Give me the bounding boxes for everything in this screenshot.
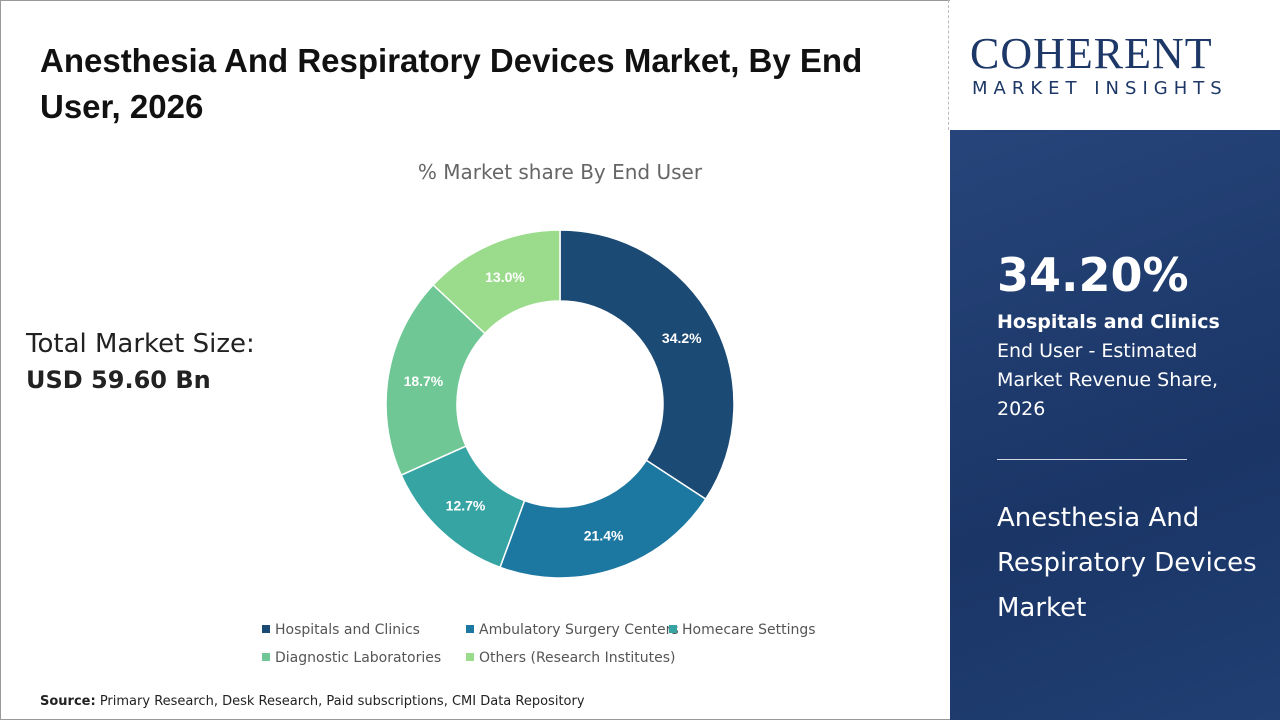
- legend-item: Homecare Settings: [669, 622, 816, 638]
- data-label: 21.4%: [584, 527, 624, 543]
- legend-label: Diagnostic Laboratories: [275, 650, 442, 666]
- source-text: Primary Research, Desk Research, Paid su…: [95, 694, 585, 709]
- data-label: 12.7%: [446, 497, 486, 513]
- data-label: 34.2%: [662, 330, 702, 346]
- legend-label: Others (Research Institutes): [479, 650, 676, 666]
- chart-title: % Market share By End User: [417, 160, 703, 184]
- market-name: Anesthesia And Respiratory Devices Marke…: [997, 503, 1257, 623]
- logo: COHERENT MARKET INSIGHTS: [950, 0, 1280, 130]
- legend-swatch: [466, 625, 474, 633]
- legend-item: Diagnostic Laboratories: [262, 650, 441, 666]
- slice-0: [559, 229, 735, 501]
- page-title: Anesthesia And Respiratory Devices Marke…: [40, 42, 863, 125]
- highlight-segment: Hospitals and Clinics: [997, 311, 1220, 333]
- data-label: 18.7%: [404, 373, 444, 389]
- highlight-description: Hospitals and Clinics End User - Estimat…: [997, 308, 1257, 424]
- slice-1: [499, 459, 707, 579]
- legend-swatch: [466, 653, 474, 661]
- legend-item: Hospitals and Clinics: [262, 622, 420, 638]
- data-label: 13.0%: [485, 269, 525, 285]
- market-size-value: USD 59.60 Bn: [26, 366, 211, 394]
- legend-swatch: [669, 625, 677, 633]
- source-note: Source: Primary Research, Desk Research,…: [40, 694, 585, 709]
- highlight-panel: 34.20% Hospitals and Clinics End User - …: [950, 130, 1280, 720]
- donut-chart: 34.2% 21.4% 12.7% 18.7% 13.0%: [385, 229, 735, 579]
- highlight-desc-text: End User - Estimated Market Revenue Shar…: [997, 340, 1219, 420]
- legend-label: Homecare Settings: [682, 622, 816, 638]
- panel-divider: [997, 459, 1187, 460]
- legend-swatch: [262, 625, 270, 633]
- market-size-label: Total Market Size:: [26, 329, 255, 359]
- source-label: Source:: [40, 694, 96, 709]
- highlight-percent: 34.20%: [997, 248, 1189, 302]
- market-size: Total Market Size: USD 59.60 Bn: [26, 326, 255, 398]
- legend-label: Hospitals and Clinics: [275, 622, 420, 638]
- legend-label: Ambulatory Surgery Centers: [479, 622, 679, 638]
- divider: [948, 0, 949, 130]
- legend-item: Others (Research Institutes): [466, 650, 676, 666]
- logo-subtext: MARKET INSIGHTS: [972, 78, 1228, 99]
- legend-swatch: [262, 653, 270, 661]
- logo-text: COHERENT: [970, 29, 1213, 78]
- slice-4: [432, 229, 561, 335]
- legend-item: Ambulatory Surgery Centers: [466, 622, 679, 638]
